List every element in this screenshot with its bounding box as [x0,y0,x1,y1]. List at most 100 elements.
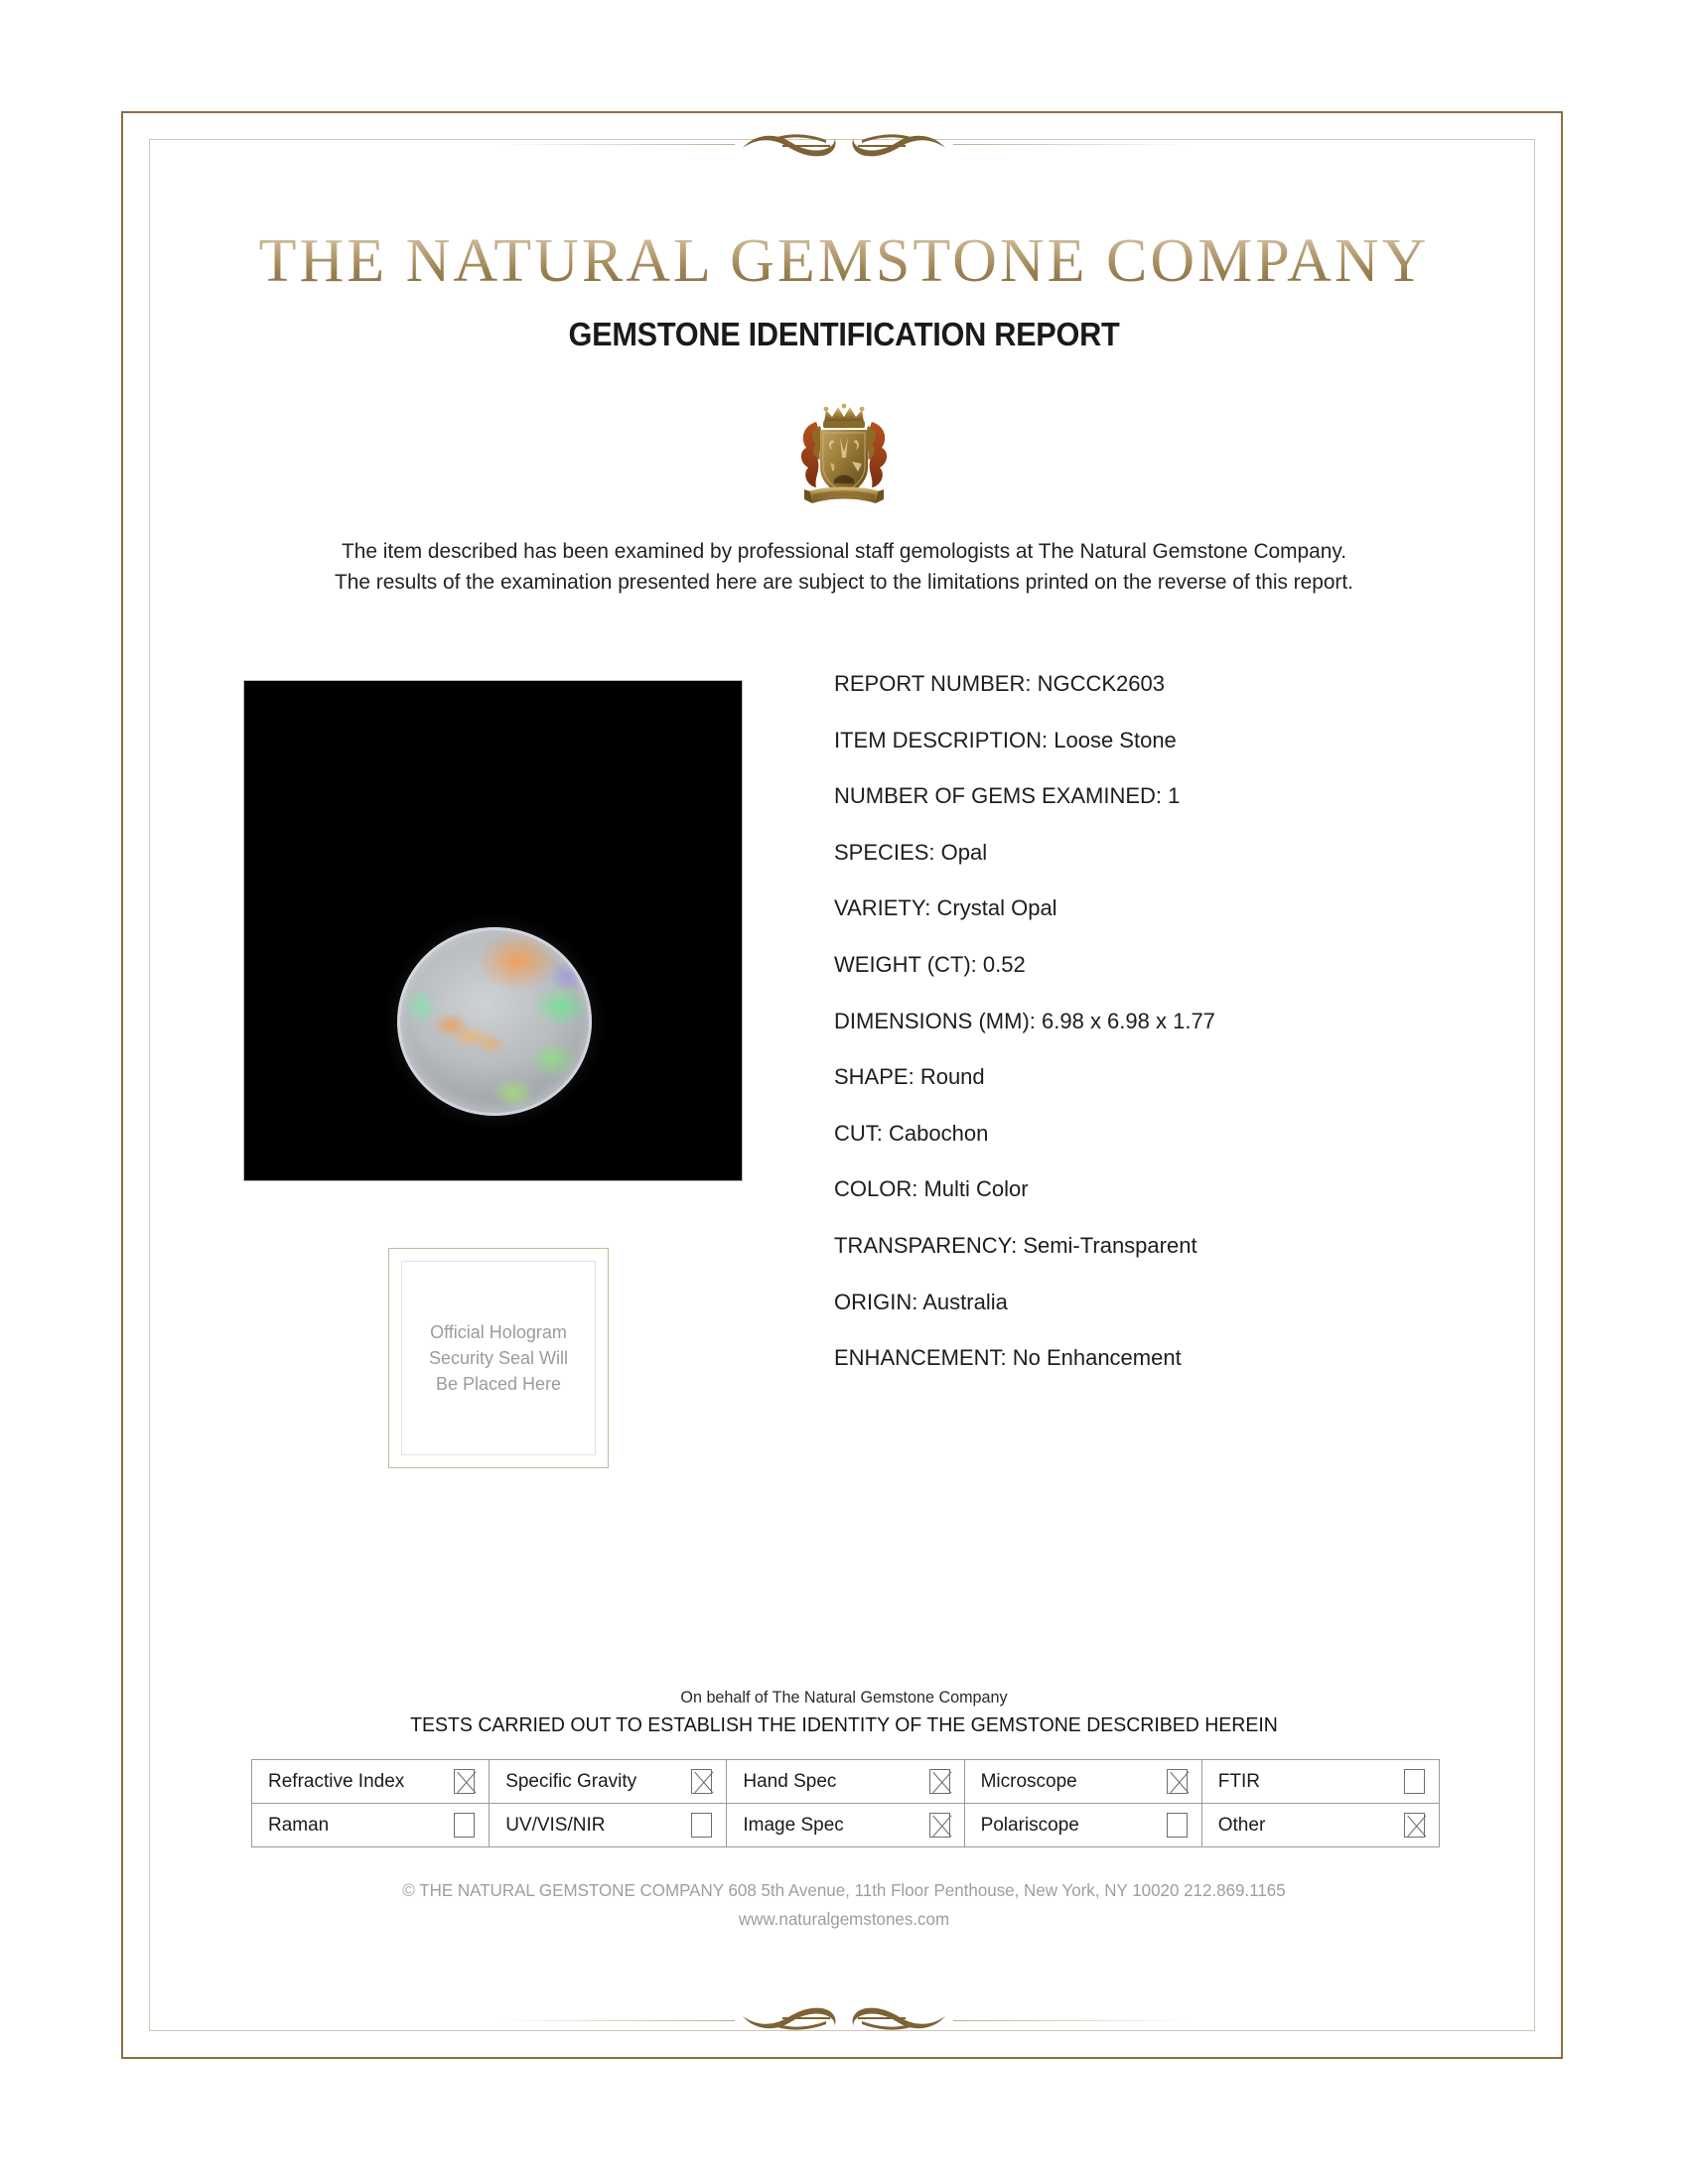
detail-value: Semi-Transparent [1023,1232,1197,1258]
gem-details-list: REPORT NUMBER: NGCCK2603 ITEM DESCRIPTIO… [834,671,1450,1402]
flourish-top [496,121,1192,167]
page-border-outer [121,111,1563,2059]
test-cell-hand-spec[interactable]: Hand Spec [726,1759,965,1804]
detail-value: No Enhancement [1012,1345,1182,1371]
hologram-inner-frame: Official Hologram Security Seal Will Be … [401,1261,596,1455]
test-checkbox-specific-gravity[interactable] [691,1769,713,1794]
ornamental-flourish-icon [743,134,945,157]
detail-value: Round [919,1064,985,1090]
test-cell-polariscope[interactable]: Polariscope [963,1803,1202,1847]
detail-value: Multi Color [923,1176,1029,1202]
test-cell-microscope[interactable]: Microscope [963,1759,1202,1804]
detail-label: SHAPE: [834,1064,914,1090]
intro-line-2: The results of the examination presented… [335,570,1353,594]
intro-line-1: The item described has been examined by … [341,539,1347,563]
flourish-rule-right [953,2019,1192,2021]
test-checkbox-raman[interactable] [454,1813,476,1838]
test-label: Polariscope [980,1814,1079,1836]
report-title: GEMSTONE IDENTIFICATION REPORT [568,316,1120,352]
heraldic-crest-icon [800,403,888,503]
detail-label: DIMENSIONS (MM): [834,1008,1036,1033]
detail-row: REPORT NUMBER: NGCCK2603 [834,671,1450,697]
detail-label: ENHANCEMENT: [834,1345,1007,1371]
test-checkbox-ftir[interactable] [1404,1769,1425,1794]
detail-row: ORIGIN: Australia [834,1290,1450,1315]
detail-row: NUMBER OF GEMS EXAMINED: 1 [834,783,1450,809]
detail-label: SPECIES: [834,839,935,865]
on-behalf-text: On behalf of The Natural Gemstone Compan… [680,1688,1008,1706]
detail-value: 1 [1168,783,1181,809]
opal-cabochon [396,926,592,1116]
gemstone-photo [243,680,743,1181]
detail-label: COLOR: [834,1176,918,1202]
test-cell-ftir[interactable]: FTIR [1200,1759,1441,1804]
detail-value: Loose Stone [1054,727,1177,752]
table-row: Refractive Index Specific Gravity Hand S… [250,1759,1441,1804]
hologram-seal-placeholder: Official Hologram Security Seal Will Be … [388,1248,609,1468]
detail-value: Australia [922,1289,1008,1314]
detail-row: VARIETY: Crystal Opal [834,895,1450,921]
detail-label: TRANSPARENCY: [834,1232,1018,1258]
test-checkbox-hand-spec[interactable] [928,1769,950,1794]
detail-label: CUT: [834,1120,883,1146]
detail-value: 0.52 [982,951,1026,977]
detail-value: 6.98 x 6.98 x 1.77 [1042,1008,1215,1033]
test-checkbox-other[interactable] [1404,1813,1425,1838]
detail-label: REPORT NUMBER: [834,671,1032,696]
test-label: Specific Gravity [505,1770,637,1792]
test-checkbox-uv-vis-nir[interactable] [691,1813,713,1838]
tests-heading: TESTS CARRIED OUT TO ESTABLISH THE IDENT… [410,1713,1278,1736]
tests-table: Refractive Index Specific Gravity Hand S… [250,1759,1441,1847]
test-checkbox-microscope[interactable] [1166,1769,1188,1794]
test-cell-image-spec[interactable]: Image Spec [726,1803,965,1847]
hologram-line-2: Security Seal Will [428,1348,569,1368]
detail-row: SPECIES: Opal [834,840,1450,866]
test-checkbox-polariscope[interactable] [1166,1813,1188,1838]
test-label: Raman [268,1814,330,1836]
test-cell-specific-gravity[interactable]: Specific Gravity [489,1759,728,1804]
test-label: Other [1217,1814,1266,1836]
test-label: UV/VIS/NIR [505,1814,606,1836]
detail-row: ENHANCEMENT: No Enhancement [834,1345,1450,1371]
detail-label: VARIETY: [834,895,931,921]
test-label: Hand Spec [743,1770,837,1792]
detail-row: WEIGHT (CT): 0.52 [834,952,1450,978]
flourish-rule-right [953,143,1192,145]
test-label: Microscope [980,1770,1077,1792]
flourish-bottom [496,1997,1192,2043]
test-cell-raman[interactable]: Raman [250,1803,491,1847]
detail-row: DIMENSIONS (MM): 6.98 x 6.98 x 1.77 [834,1009,1450,1034]
page-border-inner [149,139,1535,2031]
footer: © THE NATURAL GEMSTONE COMPANY 608 5th A… [26,1876,1663,1934]
detail-label: ITEM DESCRIPTION: [834,727,1049,752]
test-label: Image Spec [743,1814,844,1836]
test-cell-uv-vis-nir[interactable]: UV/VIS/NIR [489,1803,728,1847]
test-checkbox-image-spec[interactable] [928,1813,950,1838]
hologram-line-3: Be Placed Here [435,1374,562,1394]
detail-row: COLOR: Multi Color [834,1176,1450,1202]
detail-label: WEIGHT (CT): [834,951,977,977]
hologram-line-1: Official Hologram [430,1322,567,1342]
hologram-text: Official Hologram Security Seal Will Be … [429,1319,568,1397]
gem-rim [397,927,592,1116]
test-cell-other[interactable]: Other [1200,1803,1441,1847]
detail-row: ITEM DESCRIPTION: Loose Stone [834,728,1450,753]
detail-value: Opal [940,839,988,865]
detail-value: NGCCK2603 [1037,671,1165,696]
ornamental-flourish-icon [743,2007,945,2030]
test-cell-refractive-index[interactable]: Refractive Index [250,1759,491,1804]
detail-label: ORIGIN: [834,1289,918,1314]
flourish-rule-left [496,143,735,145]
test-label: FTIR [1217,1770,1260,1792]
detail-label: NUMBER OF GEMS EXAMINED: [834,783,1163,809]
detail-value: Crystal Opal [936,895,1057,921]
company-name: THE NATURAL GEMSTONE COMPANY [0,226,1688,297]
test-checkbox-refractive-index[interactable] [454,1769,476,1794]
detail-row: CUT: Cabochon [834,1121,1450,1147]
footer-address: © THE NATURAL GEMSTONE COMPANY 608 5th A… [402,1880,1286,1900]
detail-row: SHAPE: Round [834,1064,1450,1090]
footer-website[interactable]: www.naturalgemstones.com [738,1909,950,1929]
flourish-rule-left [496,2019,735,2021]
intro-paragraph: The item described has been examined by … [26,536,1663,598]
